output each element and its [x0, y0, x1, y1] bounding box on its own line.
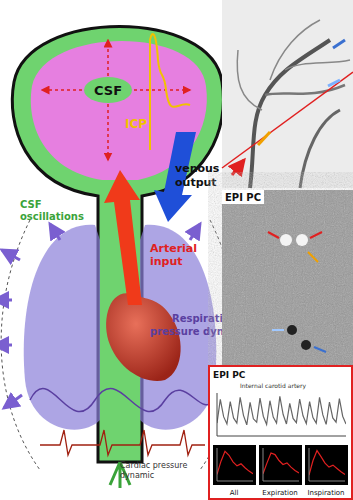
svg-text:Arterialinput: Arterialinput: [150, 242, 197, 268]
svg-text:All: All: [230, 489, 239, 497]
svg-text:Internal carotid artery: Internal carotid artery: [240, 382, 306, 390]
svg-text:venousoutput: venousoutput: [175, 162, 220, 189]
svg-text:EPI PC: EPI PC: [213, 370, 246, 380]
html-text:Respiration: Respiration: [172, 313, 237, 324]
svg-text:Cardiac pressuredynamic: Cardiac pressuredynamic: [120, 461, 187, 480]
svg-text:Inspiration: Inspiration: [307, 489, 344, 497]
svg-text:CSF: CSF: [94, 83, 122, 98]
svg-text:ICP: ICP: [125, 117, 147, 131]
svg-text:CSFoscillations: CSFoscillations: [20, 199, 84, 222]
svg-text:EPI PC: EPI PC: [225, 192, 261, 203]
svg-text:Expiration: Expiration: [262, 489, 298, 497]
html-text:pressure dynamic: pressure dynamic: [150, 326, 251, 337]
